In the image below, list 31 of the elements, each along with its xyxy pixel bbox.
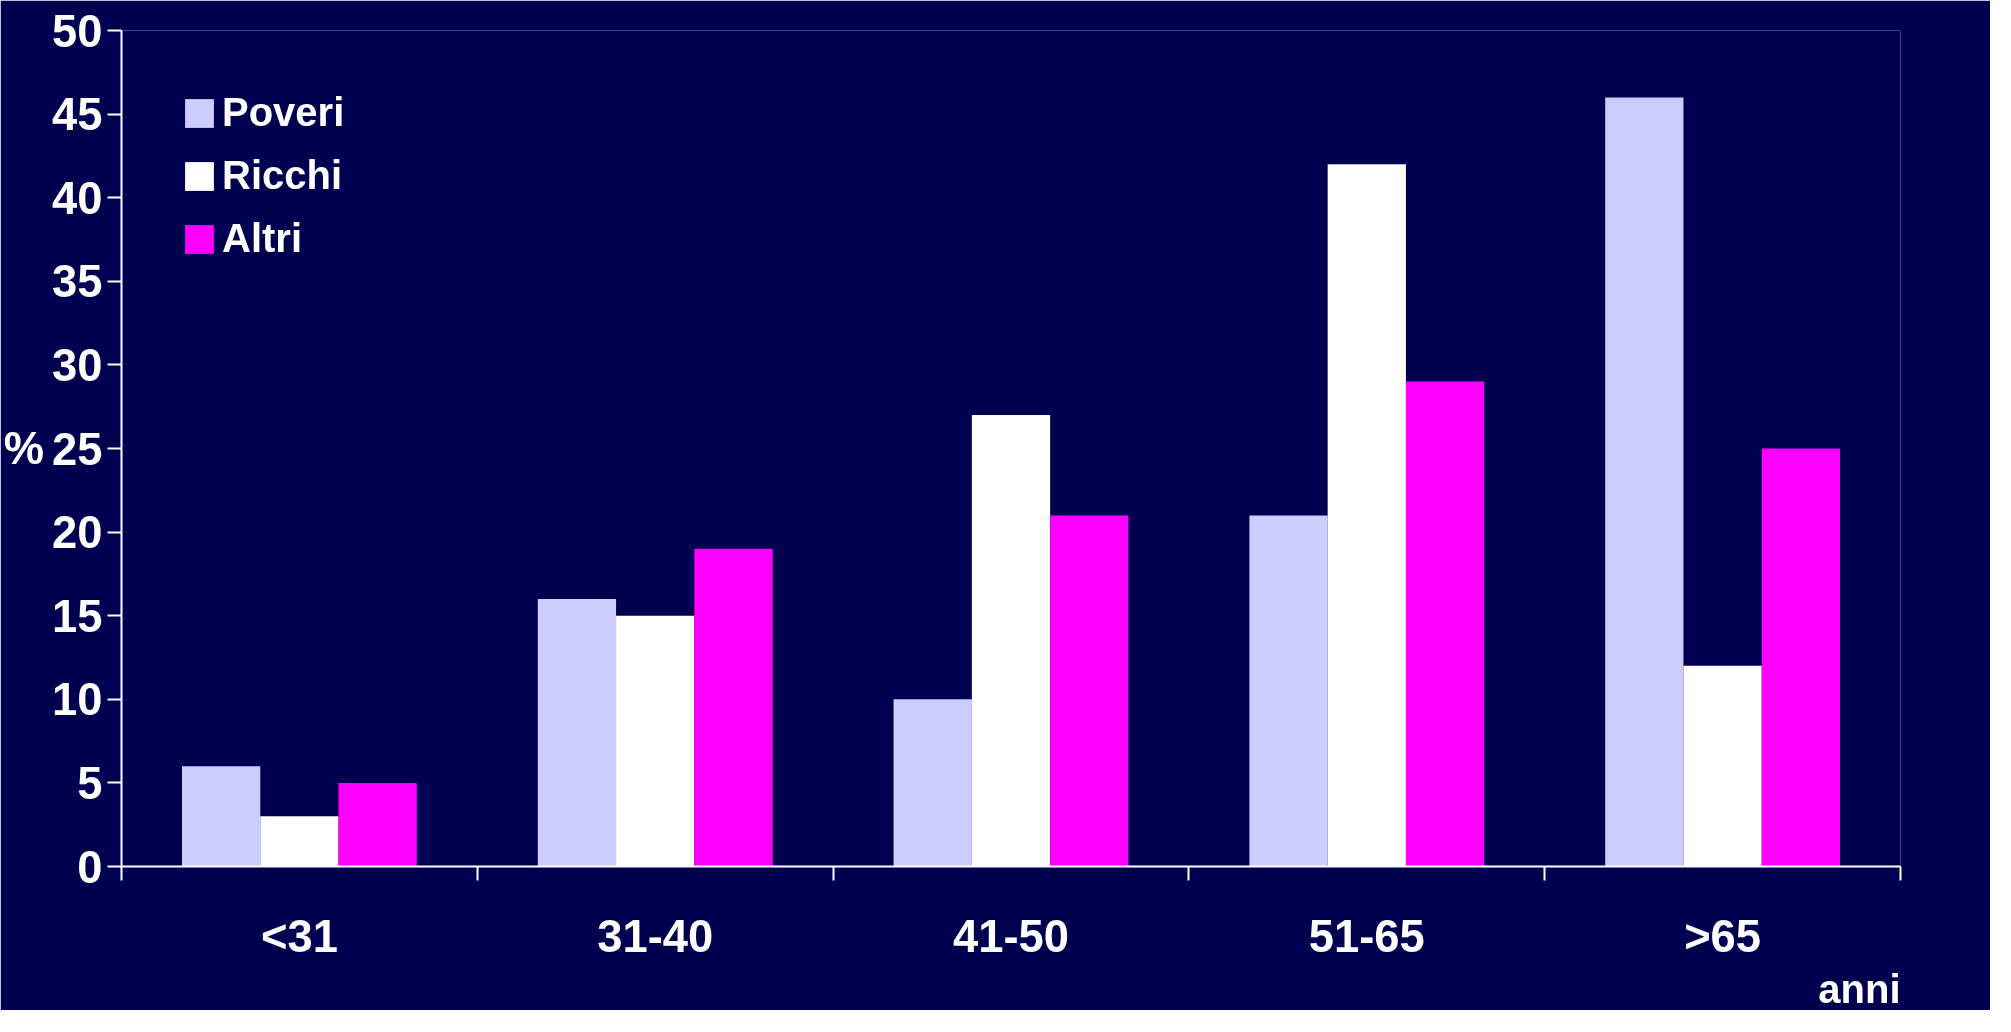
bar (893, 699, 972, 867)
bar (694, 548, 773, 867)
y-tick-label: 40 (52, 172, 103, 224)
legend-label: Ricchi (222, 153, 343, 198)
y-tick-label: 35 (52, 256, 103, 308)
x-tick-label: 31-40 (597, 910, 714, 962)
legend-label: Poveri (222, 90, 345, 135)
legend-label: Altri (222, 216, 302, 261)
x-tick-label: 41-50 (953, 910, 1069, 962)
bar (181, 766, 261, 867)
bar (338, 782, 417, 867)
bar (537, 598, 617, 867)
x-tick-label: <31 (260, 910, 338, 962)
y-axis-title: % (3, 423, 45, 474)
y-tick-label: 25 (52, 423, 103, 475)
x-tick-label: 51-65 (1308, 910, 1425, 962)
bar (1249, 515, 1328, 867)
y-tick-label: 50 (52, 5, 103, 57)
bar (1761, 448, 1841, 867)
y-tick-label: 30 (52, 339, 103, 391)
x-tick-label: >65 (1684, 910, 1762, 962)
y-tick-label: 45 (52, 89, 103, 141)
y-tick-label: 5 (77, 757, 103, 809)
y-tick-label: 10 (52, 674, 103, 726)
y-tick-label: 0 (77, 841, 103, 893)
bar (1405, 381, 1485, 867)
y-tick-label: 15 (52, 590, 103, 642)
x-axis-title: anni (1818, 966, 1901, 1011)
y-tick-label: 20 (52, 507, 103, 559)
bar (1050, 515, 1129, 867)
bar (1605, 97, 1684, 867)
